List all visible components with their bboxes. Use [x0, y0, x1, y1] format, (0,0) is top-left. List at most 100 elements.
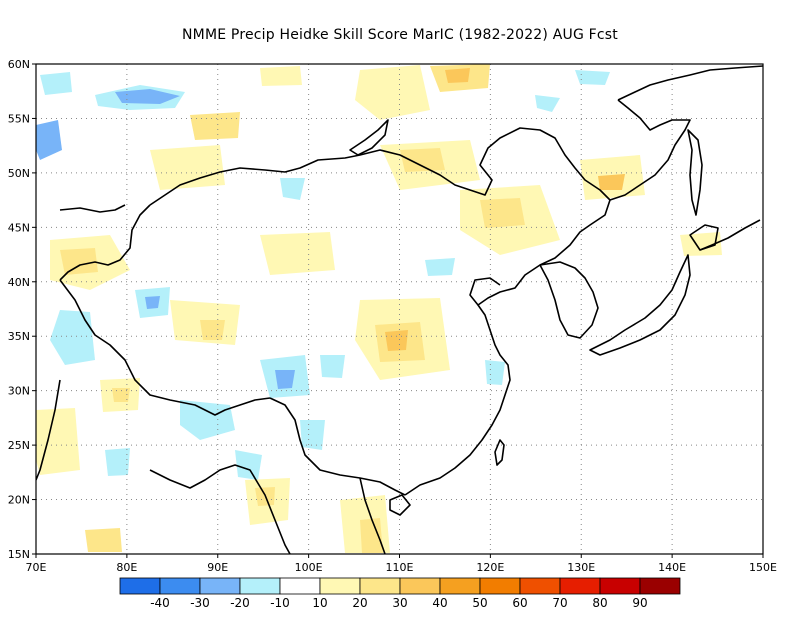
caspian-aral-area	[59, 204, 126, 213]
x-tick-label: 130E	[567, 561, 595, 574]
positive-skill-area	[36, 408, 80, 475]
y-tick-label: 20N	[8, 494, 30, 507]
colorbar-label: 80	[592, 596, 607, 610]
russian-far-east-coast	[609, 99, 691, 201]
negative-skill-area	[40, 72, 72, 95]
positive-skill-area	[355, 65, 430, 120]
x-tick-label: 120E	[476, 561, 504, 574]
colorbar-label: 30	[392, 596, 407, 610]
japan-hokkaido	[689, 224, 719, 251]
x-axis-ticks: 70E 80E 90E 100E 110E 120E 130E 140E 150E	[26, 554, 777, 574]
positive-skill-area	[680, 232, 722, 256]
negative-skill-area	[300, 420, 325, 450]
negative-skill-area	[575, 70, 610, 85]
colorbar-swatch	[359, 577, 401, 595]
colorbar-label: 10	[312, 596, 327, 610]
x-tick-label: 80E	[116, 561, 137, 574]
y-axis-ticks: 15N 20N 25N 30N 35N 40N 45N 50N 55N 60N	[8, 58, 36, 561]
bohai-coast	[469, 277, 501, 306]
colorbar-label: 40	[432, 596, 447, 610]
y-tick-label: 25N	[8, 439, 30, 452]
colorbar-swatch	[319, 577, 361, 595]
negative-skill-area	[425, 258, 455, 276]
negative-skill-area	[275, 370, 295, 389]
sakhalin	[687, 129, 703, 216]
colorbar-swatch	[279, 577, 321, 595]
y-tick-label: 30N	[8, 385, 30, 398]
colorbar-swatch	[639, 577, 681, 595]
japan-honshu	[589, 254, 691, 356]
colorbar-label: 90	[632, 596, 647, 610]
map-gridlines	[36, 64, 763, 554]
colorbar-label: -30	[190, 596, 210, 610]
bay-of-bengal-coast	[149, 464, 291, 554]
negative-skill-area	[235, 450, 262, 480]
negative-skill-area	[535, 95, 560, 112]
colorbar-swatch	[119, 577, 161, 595]
negative-skill-area	[485, 360, 505, 385]
positive-skill-area	[260, 66, 302, 86]
hainan	[389, 494, 411, 516]
colorbar-swatch	[199, 577, 241, 595]
colorbar-swatch	[159, 577, 201, 595]
positive-skill-area	[150, 145, 225, 190]
lake-baikal	[349, 119, 389, 156]
positive-skill-area	[598, 174, 625, 190]
negative-skill-area	[280, 178, 305, 200]
positive-skill-area	[385, 330, 408, 351]
x-tick-label: 150E	[749, 561, 777, 574]
negative-skill-area	[36, 120, 62, 160]
colorbar-swatch	[399, 577, 441, 595]
positive-skill-area	[85, 528, 122, 552]
okhotsk-coast	[617, 65, 763, 101]
korea-peninsula	[539, 261, 599, 339]
coastlines	[36, 65, 763, 554]
china-myanmar-border	[269, 397, 406, 496]
china-southeast-coast	[404, 264, 541, 496]
negative-skill-area	[50, 310, 95, 365]
y-tick-label: 50N	[8, 167, 30, 180]
y-tick-label: 55N	[8, 112, 30, 125]
negative-skill-area	[115, 89, 180, 104]
y-tick-label: 40N	[8, 276, 30, 289]
x-tick-label: 70E	[26, 561, 47, 574]
colorbar-swatch	[239, 577, 281, 595]
y-tick-label: 35N	[8, 330, 30, 343]
y-tick-label: 15N	[8, 548, 30, 561]
x-tick-label: 140E	[658, 561, 686, 574]
colorbar-label: 70	[552, 596, 567, 610]
vietnam-coast	[359, 477, 386, 554]
colorbar-label: -10	[270, 596, 290, 610]
x-tick-label: 90E	[207, 561, 228, 574]
kamchatka-kurils	[699, 219, 761, 251]
negative-skill-area	[145, 296, 160, 309]
x-tick-label: 110E	[386, 561, 414, 574]
positive-skill-area	[445, 68, 470, 83]
colorbar-label: 50	[472, 596, 487, 610]
positive-skill-area	[112, 388, 130, 402]
colorbar-swatch	[479, 577, 521, 595]
negative-skill-area	[180, 400, 235, 440]
positive-skill-area	[400, 148, 445, 172]
colorbar-swatch	[599, 577, 641, 595]
taiwan	[494, 439, 505, 466]
china-south-border	[59, 279, 271, 416]
colorbar-swatch	[559, 577, 601, 595]
skill-shading	[36, 64, 722, 553]
x-tick-label: 100E	[295, 561, 323, 574]
positive-skill-area	[60, 248, 98, 275]
positive-skill-area	[200, 320, 225, 340]
y-tick-label: 60N	[8, 58, 30, 71]
positive-skill-area	[260, 232, 335, 275]
colorbar: -40 -30 -20 -10 10 20 30 40 50 60 70 80 90	[119, 577, 681, 610]
positive-skill-area	[190, 112, 240, 140]
colorbar-label: 20	[352, 596, 367, 610]
india-coast	[36, 379, 61, 481]
colorbar-swatch	[519, 577, 561, 595]
colorbar-label: 60	[512, 596, 527, 610]
positive-skill-area	[480, 198, 525, 228]
y-tick-label: 45N	[8, 221, 30, 234]
negative-skill-area	[320, 355, 345, 378]
colorbar-swatch	[439, 577, 481, 595]
